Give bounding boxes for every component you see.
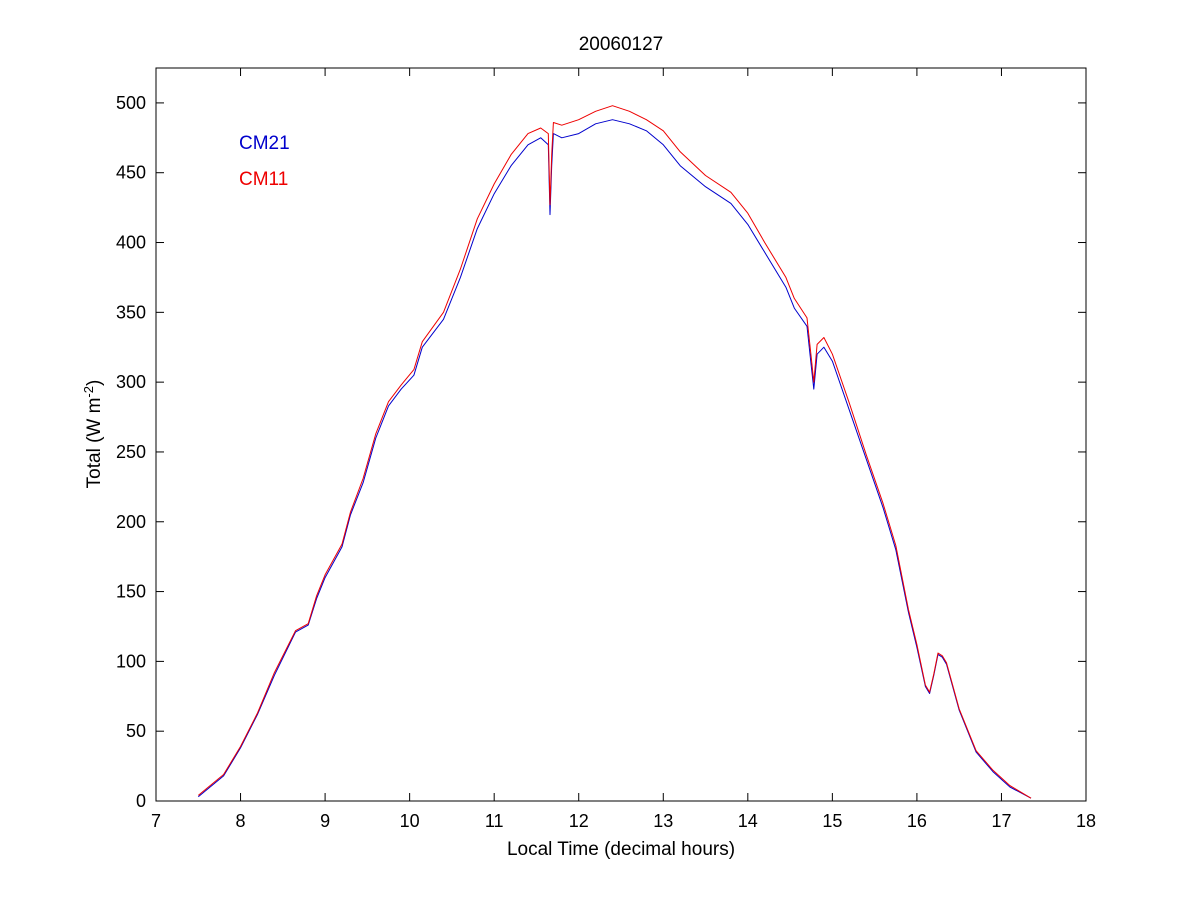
x-tick-label: 8 bbox=[236, 811, 246, 831]
y-tick-label: 450 bbox=[116, 163, 146, 183]
y-tick-label: 200 bbox=[116, 512, 146, 532]
y-tick-label: 150 bbox=[116, 582, 146, 602]
x-tick-label: 14 bbox=[738, 811, 758, 831]
y-axis-ticks: 0 50 100 150 200 250 300 350 400 450 500 bbox=[116, 93, 1086, 811]
y-tick-label: 50 bbox=[126, 721, 146, 741]
x-tick-label: 12 bbox=[569, 811, 589, 831]
x-axis-ticks: 7 8 9 10 11 12 13 14 15 16 17 18 bbox=[151, 68, 1096, 831]
x-tick-label: 16 bbox=[907, 811, 927, 831]
x-tick-label: 13 bbox=[653, 811, 673, 831]
plot-area bbox=[155, 67, 1087, 802]
chart-title: 20060127 bbox=[579, 34, 664, 55]
x-axis-label: Local Time (decimal hours) bbox=[507, 839, 735, 860]
x-tick-label: 11 bbox=[485, 811, 504, 831]
x-tick-label: 9 bbox=[320, 811, 330, 831]
x-tick-label: 7 bbox=[151, 811, 161, 831]
y-tick-label: 100 bbox=[116, 651, 146, 671]
y-tick-label: 0 bbox=[136, 791, 146, 811]
y-tick-label: 250 bbox=[116, 442, 146, 462]
x-tick-label: 10 bbox=[400, 811, 420, 831]
x-tick-label: 15 bbox=[822, 811, 842, 831]
y-axis-label-close: ) bbox=[84, 380, 105, 386]
legend-entry-cm21: CM21 bbox=[239, 133, 290, 154]
y-axis-label: Total (W m-2) bbox=[81, 380, 106, 489]
y-tick-label: 300 bbox=[116, 372, 146, 392]
x-tick-label: 17 bbox=[991, 811, 1011, 831]
y-tick-label: 500 bbox=[116, 93, 146, 113]
y-axis-label-main: Total (W m bbox=[84, 398, 105, 489]
legend: CM21 CM11 bbox=[239, 133, 290, 190]
series-layer bbox=[197, 105, 1032, 799]
legend-entry-cm11: CM11 bbox=[239, 169, 288, 190]
y-tick-label: 400 bbox=[116, 233, 146, 253]
series-line-cm11 bbox=[197, 105, 1032, 799]
y-axis-label-superscript: -2 bbox=[81, 386, 96, 398]
x-tick-label: 18 bbox=[1076, 811, 1096, 831]
y-tick-label: 350 bbox=[116, 302, 146, 322]
